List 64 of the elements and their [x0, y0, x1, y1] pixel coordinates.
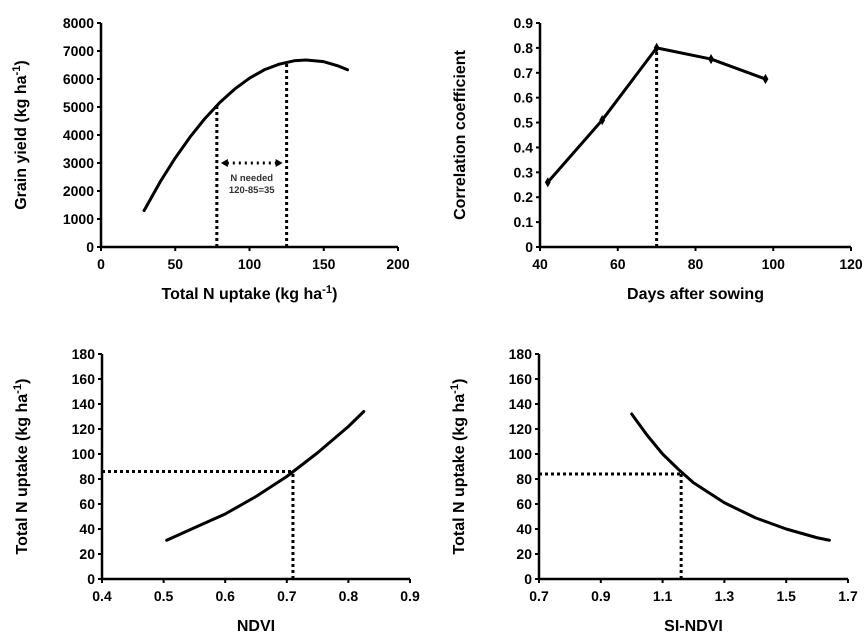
x-tick-label: 50 [167, 256, 184, 272]
x-tick-label: 100 [762, 256, 786, 272]
x-tick-label: 1.7 [838, 588, 858, 604]
x-tick-label: 0.6 [215, 588, 236, 604]
y-tick-label: 0 [86, 239, 94, 255]
x-tick-label: 1.1 [652, 588, 673, 604]
y-tick-label: 0 [524, 571, 532, 587]
x-tick-label: 1.5 [776, 588, 796, 604]
annotation: N needed 120-85=35 [228, 173, 276, 196]
y-tick-label: 0.2 [514, 189, 534, 206]
y-tick-label: 80 [79, 471, 96, 487]
y-tick-label: 8000 [62, 15, 94, 31]
x-tick-label: 100 [238, 256, 262, 272]
y-tick-label: 3000 [62, 155, 94, 171]
y-tick-label: 1000 [62, 211, 94, 227]
y-tick-label: 100 [72, 446, 96, 462]
y-tick-label: 140 [72, 396, 96, 412]
y-tick-label: 120 [72, 421, 96, 437]
y-tick-label: 0.6 [514, 90, 534, 106]
x-axis-title: SI-NDVI [664, 618, 723, 635]
y-tick-label: 0.4 [514, 139, 534, 156]
x-tick-label: 60 [610, 256, 626, 272]
x-tick-label: 0.9 [400, 588, 420, 604]
y-axis-title: Correlation coefficient [452, 49, 469, 220]
y-tick-label: 40 [79, 521, 96, 537]
y-tick-label: 40 [516, 521, 532, 537]
y-tick-label: 4000 [62, 127, 94, 143]
x-axis-title: NDVI [236, 618, 276, 635]
x-tick-label: 0.8 [338, 588, 358, 604]
y-tick-label: 5000 [62, 99, 94, 115]
y-tick-label: 0 [525, 239, 534, 255]
y-tick-label: 20 [79, 546, 96, 562]
x-tick-label: 150 [312, 256, 336, 272]
x-tick-label: 0 [97, 256, 106, 272]
y-tick-label: 0.7 [514, 64, 534, 81]
y-tick-label: 0 [87, 571, 96, 587]
x-axis-title: Total N uptake (kg ha$^{-1}$) [162, 284, 338, 303]
y-tick-label: 160 [72, 371, 96, 387]
y-tick-label: 0.9 [514, 15, 534, 31]
x-tick-label: 0.9 [591, 588, 611, 604]
y-tick-label: 60 [79, 496, 96, 512]
y-tick-label: 20 [516, 546, 532, 562]
y-tick-label: 160 [508, 371, 532, 387]
x-tick-label: 0.5 [154, 588, 174, 604]
y-tick-label: 60 [516, 496, 532, 512]
y-tick-label: 7000 [62, 43, 94, 59]
y-tick-label: 180 [72, 346, 96, 362]
y-tick-label: 180 [508, 346, 532, 362]
y-tick-label: 80 [516, 471, 532, 487]
x-tick-label: 1.3 [714, 588, 734, 604]
x-axis-title: Days after sowing [627, 286, 764, 303]
y-tick-label: 6000 [62, 71, 94, 87]
y-tick-label: 0.1 [514, 214, 534, 230]
y-tick-label: 0.3 [514, 164, 534, 180]
y-tick-label: 120 [508, 421, 532, 437]
x-tick-label: 0.7 [277, 588, 297, 604]
y-tick-label: 0.5 [514, 114, 534, 131]
x-tick-label: 120 [839, 256, 863, 272]
y-tick-label: 100 [508, 446, 532, 462]
x-tick-label: 80 [688, 256, 704, 272]
y-tick-label: 0.8 [514, 40, 534, 56]
y-tick-label: 2000 [62, 183, 94, 199]
x-tick-label: 200 [386, 256, 410, 272]
y-tick-label: 140 [508, 396, 532, 412]
